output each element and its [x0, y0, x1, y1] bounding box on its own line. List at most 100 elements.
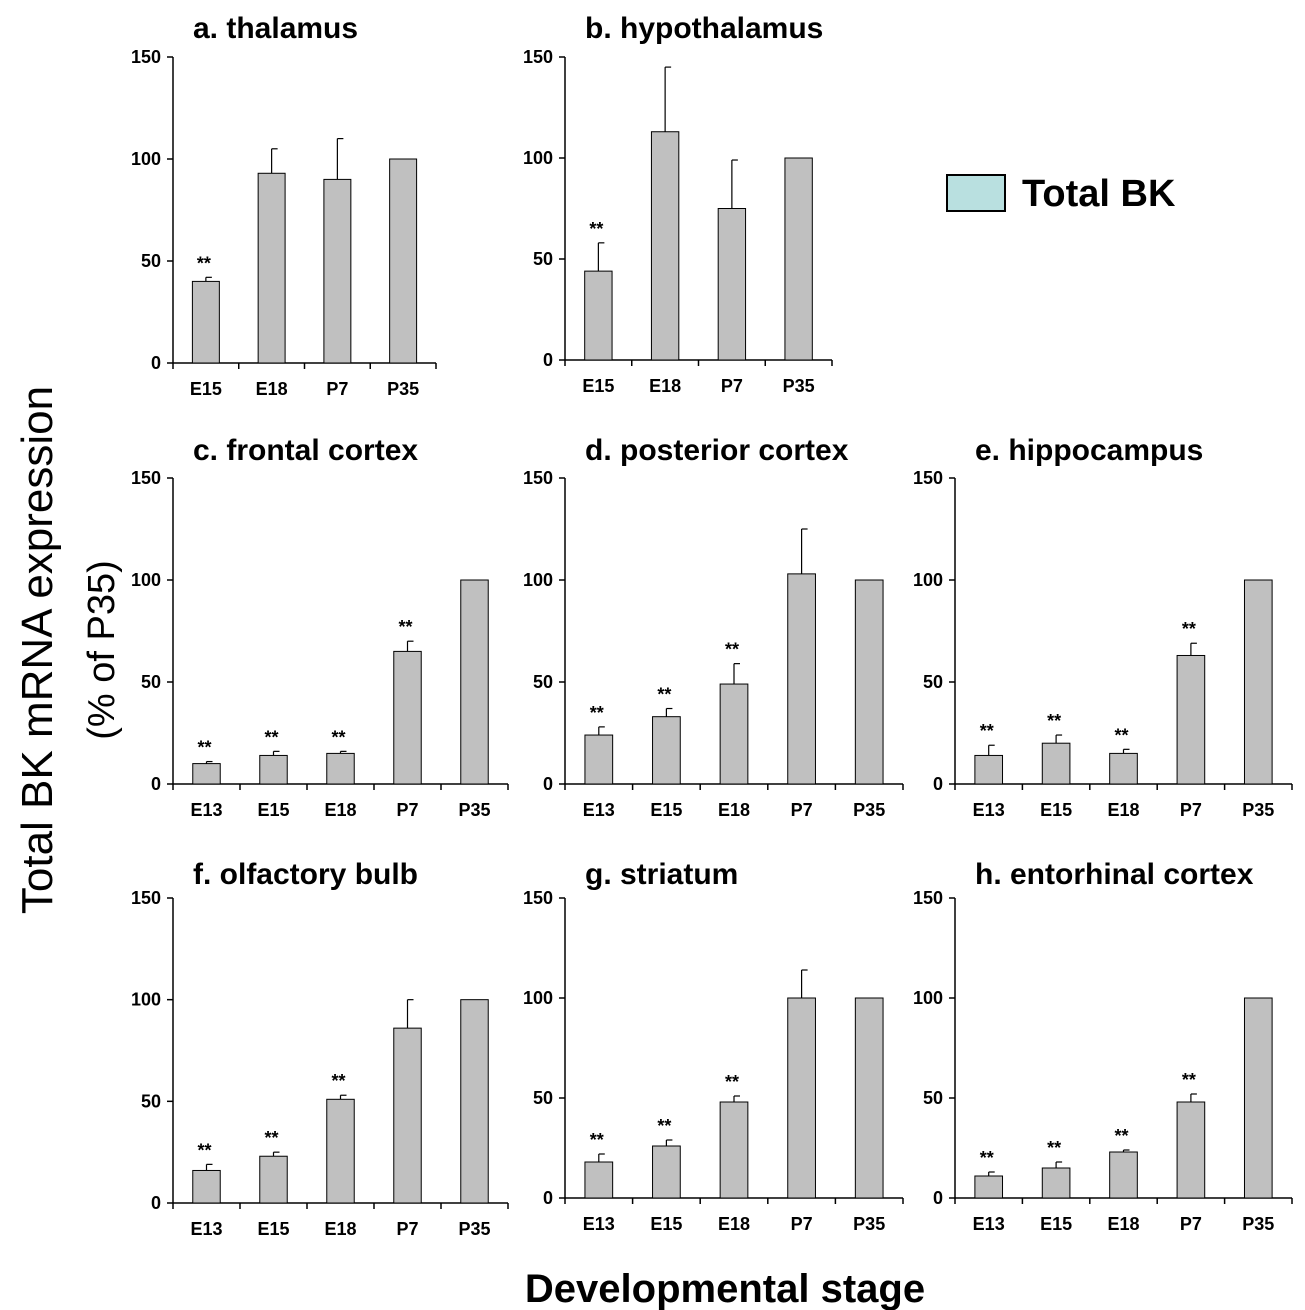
y-tick-label: 50 — [923, 1088, 943, 1108]
significance-marker: ** — [197, 738, 211, 758]
significance-marker: ** — [1114, 1126, 1128, 1146]
chart-panel: a. thalamus 0 50 100 150 ** E15 E18 P7 P35 — [131, 12, 437, 399]
y-tick-label: 100 — [913, 988, 943, 1008]
bar — [787, 997, 816, 1199]
panel-title: f. olfactory bulb — [193, 858, 418, 891]
y-tick-label: 50 — [533, 249, 553, 269]
y-tick-label: 150 — [913, 888, 943, 908]
panel-title: c. frontal cortex — [193, 434, 418, 467]
x-tick-label: P35 — [783, 376, 815, 396]
bar — [974, 754, 1004, 785]
significance-marker: ** — [725, 1072, 739, 1092]
x-tick-label: E18 — [649, 376, 681, 396]
bar — [854, 997, 884, 1199]
x-tick-label: P7 — [326, 379, 348, 399]
significance-marker: ** — [264, 1128, 278, 1148]
x-tick-label: P35 — [458, 1219, 490, 1239]
bar — [326, 752, 355, 785]
y-axis-title: Total BK mRNA expression (% of P35) — [13, 386, 123, 914]
bar — [389, 158, 418, 364]
x-tick-label: E15 — [1040, 800, 1072, 820]
chart-panel: h. entorhinal cortex 0 50 100 150 ** E13 ** E15 *… — [913, 858, 1293, 1234]
bar — [584, 734, 614, 785]
x-tick-label: P7 — [396, 800, 418, 820]
chart-panel: b. hypothalamus 0 50 100 150 ** E15 E18 P7 P35 — [523, 12, 833, 396]
x-tick-label: P7 — [1180, 1214, 1202, 1234]
panel-title: g. striatum — [585, 858, 738, 891]
x-tick-label: P35 — [1242, 1214, 1274, 1234]
panel-title: a. thalamus — [193, 12, 358, 45]
bar — [257, 172, 286, 364]
chart-panel: d. posterior cortex 0 50 100 150 ** E13 ** E15 **… — [523, 434, 904, 820]
significance-marker: ** — [980, 721, 994, 741]
x-tick-label: P7 — [721, 376, 743, 396]
y-tick-label: 50 — [141, 672, 161, 692]
y-tick-label: 0 — [933, 774, 943, 794]
bar — [1041, 1167, 1071, 1199]
significance-marker: ** — [197, 1140, 211, 1160]
y-tick-label: 100 — [131, 990, 161, 1010]
bar — [192, 763, 221, 785]
significance-marker: ** — [590, 703, 604, 723]
y-tick-label: 100 — [523, 570, 553, 590]
x-tick-label: P35 — [387, 379, 419, 399]
x-tick-label: E15 — [582, 376, 614, 396]
y-tick-label: 50 — [533, 1088, 553, 1108]
significance-marker: ** — [1114, 725, 1128, 745]
x-tick-label: E15 — [650, 800, 682, 820]
x-tick-label: E18 — [256, 379, 288, 399]
x-tick-label: P7 — [791, 1214, 813, 1234]
bar — [784, 157, 813, 361]
y-tick-label: 100 — [131, 149, 161, 169]
bar — [584, 270, 613, 361]
significance-marker: ** — [590, 1130, 604, 1150]
bar — [652, 1145, 681, 1199]
y-tick-label: 0 — [151, 774, 161, 794]
significance-marker: ** — [1182, 619, 1196, 639]
chart-panel: c. frontal cortex 0 50 100 150 ** E13 ** E15 ** E1… — [131, 434, 509, 820]
significance-marker: ** — [1047, 1138, 1061, 1158]
y-tick-label: 0 — [543, 774, 553, 794]
significance-marker: ** — [980, 1148, 994, 1168]
x-tick-label: E18 — [718, 1214, 750, 1234]
x-tick-label: E13 — [973, 1214, 1005, 1234]
x-axis-title: Developmental stage — [525, 1267, 925, 1310]
bar — [1243, 579, 1273, 785]
bar — [1041, 742, 1071, 785]
bar — [787, 573, 816, 785]
x-tick-label: E13 — [583, 800, 615, 820]
bar — [259, 1155, 288, 1204]
y-tick-label: 0 — [933, 1188, 943, 1208]
significance-marker: ** — [398, 617, 412, 637]
chart-panel: e. hippocampus 0 50 100 150 ** E13 ** E15 ** E18 **… — [913, 434, 1293, 820]
bar — [393, 1027, 422, 1204]
y-tick-label: 100 — [913, 570, 943, 590]
chart-panel: f. olfactory bulb 0 50 100 150 ** E13 ** E15 ** E1… — [131, 858, 509, 1239]
y-tick-label: 150 — [131, 47, 161, 67]
significance-marker: ** — [657, 1116, 671, 1136]
significance-marker: ** — [1182, 1070, 1196, 1090]
panel-title: b. hypothalamus — [585, 12, 823, 45]
bar — [650, 131, 680, 361]
y-tick-label: 0 — [151, 1193, 161, 1213]
x-tick-label: E15 — [1040, 1214, 1072, 1234]
bar — [323, 178, 352, 364]
x-tick-label: E15 — [257, 800, 289, 820]
bar — [717, 208, 747, 361]
y-tick-label: 50 — [141, 1091, 161, 1111]
y-tick-label: 150 — [523, 468, 553, 488]
x-tick-label: P35 — [853, 800, 885, 820]
x-tick-label: E18 — [1107, 1214, 1139, 1234]
x-tick-label: E15 — [650, 1214, 682, 1234]
x-tick-label: P35 — [853, 1214, 885, 1234]
y-tick-label: 150 — [131, 888, 161, 908]
x-tick-label: P35 — [1242, 800, 1274, 820]
y-tick-label: 100 — [523, 988, 553, 1008]
legend: Total BK — [946, 173, 1176, 215]
panel-title: e. hippocampus — [975, 434, 1203, 467]
significance-marker: ** — [331, 727, 345, 747]
x-tick-label: E13 — [190, 800, 222, 820]
bar — [460, 579, 489, 785]
panels: a. thalamus 0 50 100 150 ** E15 E18 P7 P35 b. hypo… — [131, 12, 1293, 1239]
bar — [191, 280, 220, 364]
